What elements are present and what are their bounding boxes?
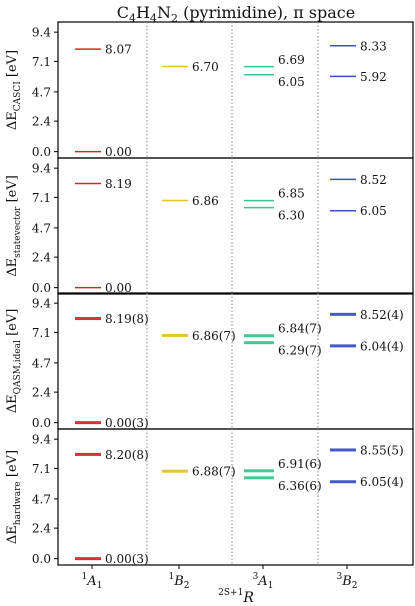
level-3A1 [244,334,274,338]
y-tick-label: 4.7 [32,221,51,235]
value-label-3B2: 6.05 [360,204,387,218]
level-1A1 [75,421,101,425]
level-3A1 [244,469,274,473]
value-label-3A1: 6.69 [278,53,305,67]
level-3A1 [244,341,274,345]
value-label-1A1: 8.20(8) [105,448,149,462]
panel-frame [57,157,414,295]
y-axis-label: ΔEhardware [eV] [5,450,23,544]
x-tick-label-3B2: 3B2 [336,572,357,591]
y-tick-label: 7.1 [32,191,51,205]
value-label-1B2: 6.86 [192,194,219,208]
chart-title: C4H4N2 (pyrimidine), π space [117,3,355,25]
panel-2: 0.0 2.4 4.7 7.1 9.4 ΔEstatevector [eV] 0.00 8.1… [5,157,414,295]
x-tick-label-1B2: 1B2 [168,572,189,591]
value-label-3B2: 6.05(4) [360,475,404,489]
y-tick-label: 0.0 [32,145,51,159]
value-label-1B2: 6.86(7) [192,329,236,343]
value-label-1A1: 8.07 [105,43,132,57]
y-tick-label: 4.7 [32,492,51,506]
value-label-3A1: 6.85 [278,187,305,201]
value-label-1A1: 0.00(3) [105,416,149,430]
y-tick-label: 0.0 [32,281,51,295]
value-label-3A1: 6.29(7) [278,344,322,358]
value-label-3B2: 8.52 [360,173,387,187]
value-label-1A1: 8.19(8) [105,312,149,326]
value-label-3A1: 6.36(6) [278,479,322,493]
value-label-3A1: 6.30 [278,209,305,223]
level-1A1 [75,317,101,321]
panel-4: 0.0 2.4 4.7 7.1 9.4 ΔEhardware [eV] 0.00(3) 8.2… [5,428,414,566]
value-label-3A1: 6.84(7) [278,322,322,336]
panels-group: 0.0 2.4 4.7 7.1 9.4 ΔECASCI [eV] 0.00 8.07 6.70 6… [5,21,414,566]
level-1B2 [162,469,188,473]
value-label-1A1: 8.19 [105,177,132,191]
value-label-1A1: 0.00 [105,281,132,295]
value-label-1A1: 0.00(3) [105,552,149,566]
y-tick-label: 2.4 [32,115,51,129]
panel-1: 0.0 2.4 4.7 7.1 9.4 ΔECASCI [eV] 0.00 8.07 6.70 6… [5,21,414,159]
value-label-3B2: 8.33 [360,39,387,53]
x-tick-label-3A1: 3A1 [253,572,274,591]
y-tick-label: 0.0 [32,416,51,430]
y-tick-label: 0.0 [32,552,51,566]
value-label-3B2: 5.92 [360,70,387,84]
y-tick-label: 9.4 [32,162,51,176]
value-label-1A1: 0.00 [105,145,132,159]
y-tick-label: 7.1 [32,55,51,69]
panel-frame [57,428,414,566]
y-tick-label: 9.4 [32,26,51,40]
level-3B2 [330,312,356,316]
y-axis-label: ΔECASCI [eV] [5,50,23,130]
x-axis-label: 2S+1R [218,588,254,606]
y-tick-label: 2.4 [32,386,51,400]
level-1A1 [75,452,101,456]
panel-3: 0.0 2.4 4.7 7.1 9.4 ΔEQASM,ideal [eV] 0.00(3) 8… [5,292,414,430]
level-1B2 [162,333,188,337]
value-label-3A1: 6.91(6) [278,457,322,471]
value-label-3B2: 8.52(4) [360,308,404,322]
y-tick-label: 9.4 [32,297,51,311]
y-tick-label: 4.7 [32,356,51,370]
y-tick-label: 7.1 [32,462,51,476]
level-3B2 [330,480,356,484]
value-label-1B2: 6.70 [192,60,219,74]
y-axis-label: ΔEQASM,ideal [eV] [5,309,23,414]
y-tick-label: 7.1 [32,326,51,340]
value-label-1B2: 6.88(7) [192,465,236,479]
x-tick-label-1A1: 1A1 [82,572,103,591]
value-label-3B2: 6.04(4) [360,339,404,353]
y-tick-label: 2.4 [32,522,51,536]
y-tick-label: 9.4 [32,433,51,447]
value-label-3B2: 8.55(5) [360,443,404,457]
level-1A1 [75,557,101,561]
y-tick-label: 2.4 [32,251,51,265]
x-axis: 1A1 1B2 3A1 3B2 [82,565,358,591]
level-3B2 [330,344,356,348]
y-axis-label: ΔEstatevector [eV] [5,175,23,277]
value-label-3A1: 6.05 [278,75,305,89]
level-3B2 [330,448,356,452]
y-tick-label: 4.7 [32,85,51,99]
level-3A1 [244,476,274,480]
